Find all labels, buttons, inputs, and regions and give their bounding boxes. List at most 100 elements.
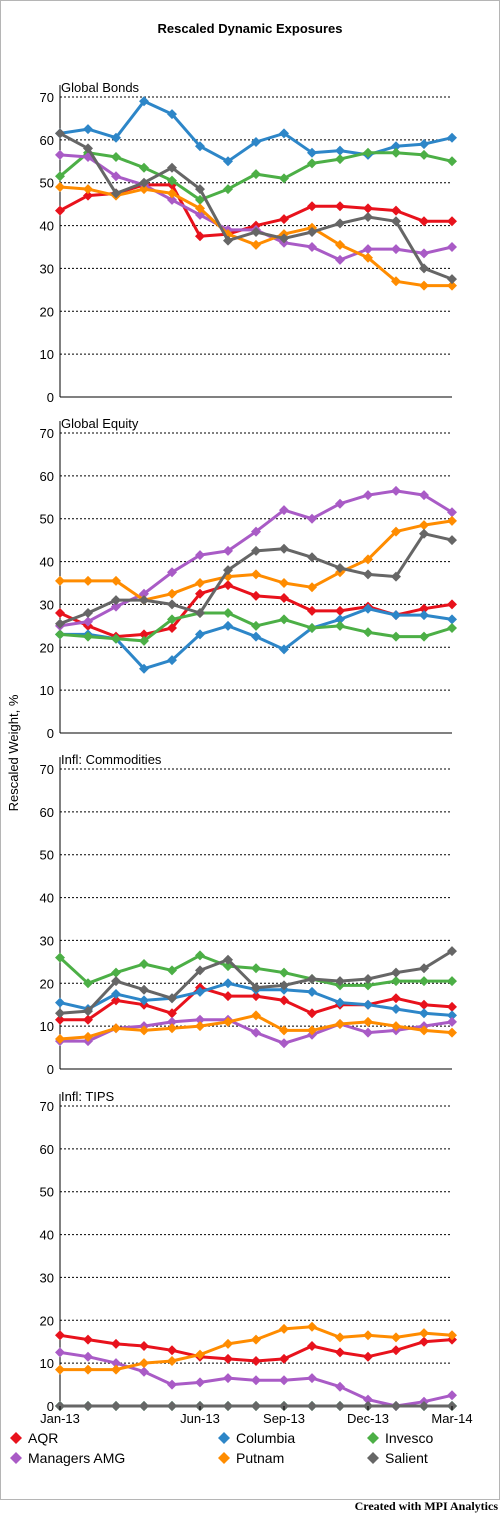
data-point xyxy=(167,588,177,599)
data-point xyxy=(307,242,317,252)
data-point xyxy=(83,143,93,154)
data-point xyxy=(391,571,401,582)
data-point xyxy=(167,1379,177,1390)
panel-global-bonds: 0 10 20 30 40 50 60 70 Global Bonds xyxy=(40,80,457,405)
y-tick-label: 70 xyxy=(40,90,54,105)
y-tick-label: 50 xyxy=(40,176,54,191)
data-point xyxy=(223,954,233,965)
data-point xyxy=(391,216,401,227)
y-tick-label: 0 xyxy=(47,1062,54,1077)
series-aqr xyxy=(55,1330,457,1366)
data-point xyxy=(447,976,457,987)
data-point xyxy=(279,1375,289,1386)
data-point xyxy=(335,498,345,509)
data-point xyxy=(111,152,121,162)
data-point xyxy=(307,227,317,237)
data-point xyxy=(139,96,149,107)
data-point xyxy=(83,1351,93,1362)
data-point xyxy=(391,1332,401,1343)
data-point xyxy=(391,147,401,158)
data-point xyxy=(167,567,177,578)
data-point xyxy=(223,235,233,246)
y-tick-label: 10 xyxy=(40,683,54,698)
data-point xyxy=(139,1366,149,1377)
y-tick-label: 60 xyxy=(40,1142,54,1157)
data-point xyxy=(251,982,261,993)
data-point xyxy=(307,623,317,633)
data-point xyxy=(363,999,373,1010)
data-point xyxy=(419,963,429,974)
data-point xyxy=(167,614,177,625)
data-point xyxy=(335,218,345,229)
data-point xyxy=(279,995,289,1006)
y-tick-label: 40 xyxy=(40,1228,54,1243)
legend-marker xyxy=(367,1432,379,1444)
data-point xyxy=(279,505,289,516)
data-point xyxy=(83,978,93,989)
data-point xyxy=(111,601,121,612)
series-putnam xyxy=(55,1321,457,1375)
legend-item-putnam: Putnam xyxy=(218,1450,284,1466)
data-point xyxy=(363,244,373,255)
x-tick-label: Sep-13 xyxy=(263,1411,305,1426)
data-point xyxy=(111,976,121,987)
data-point xyxy=(363,1330,373,1341)
data-point xyxy=(447,946,457,957)
y-tick-label: 0 xyxy=(47,726,54,741)
data-point xyxy=(251,169,261,180)
y-tick-label: 60 xyxy=(40,805,54,820)
data-point xyxy=(55,629,65,640)
data-point xyxy=(419,999,429,1010)
data-point xyxy=(139,995,149,1006)
data-point xyxy=(55,618,65,629)
legend-label: Managers AMG xyxy=(28,1450,125,1466)
data-point xyxy=(195,1377,205,1388)
data-point xyxy=(251,631,261,642)
data-point xyxy=(419,1025,429,1036)
data-point xyxy=(363,603,373,614)
data-point xyxy=(419,1336,429,1347)
data-point xyxy=(55,1014,65,1025)
data-point xyxy=(195,184,205,195)
series-putnam xyxy=(55,1010,457,1044)
data-point xyxy=(419,976,429,987)
data-point xyxy=(139,1401,149,1411)
data-point xyxy=(223,1353,233,1364)
data-point xyxy=(167,993,177,1004)
data-point xyxy=(167,188,177,199)
data-point xyxy=(419,1008,429,1019)
data-point xyxy=(307,1341,317,1351)
legend-item-aqr: AQR xyxy=(10,1430,58,1446)
legend-label: AQR xyxy=(28,1430,58,1446)
data-point xyxy=(335,201,345,212)
data-point xyxy=(223,1016,233,1027)
data-point xyxy=(335,254,345,265)
panels: 0 10 20 30 40 50 60 70 Global Bonds 0 10 20 30 40 50 60… xyxy=(40,80,457,1414)
panel-title: Global Equity xyxy=(61,416,139,431)
data-point xyxy=(307,986,317,997)
x-tick-label: Jun-13 xyxy=(180,1411,220,1426)
data-point xyxy=(279,1025,289,1036)
data-point xyxy=(419,1401,429,1411)
data-point xyxy=(223,156,233,167)
data-point xyxy=(391,976,401,987)
data-point xyxy=(335,563,345,573)
data-point xyxy=(111,967,121,978)
data-point xyxy=(335,1381,345,1392)
y-tick-label: 40 xyxy=(40,555,54,570)
data-point xyxy=(195,629,205,640)
data-point xyxy=(335,976,345,987)
data-point xyxy=(391,244,401,255)
legend: AQR Columbia Invesco Managers AMG Putnam Sali… xyxy=(10,1430,433,1466)
data-point xyxy=(363,1394,373,1405)
y-tick-label: 30 xyxy=(40,261,54,276)
data-point xyxy=(111,1364,121,1375)
data-point xyxy=(195,965,205,976)
data-point xyxy=(447,280,457,291)
data-point xyxy=(167,194,177,205)
data-point xyxy=(419,603,429,614)
data-point xyxy=(111,633,121,644)
y-tick-label: 70 xyxy=(40,426,54,441)
data-point xyxy=(55,952,65,963)
